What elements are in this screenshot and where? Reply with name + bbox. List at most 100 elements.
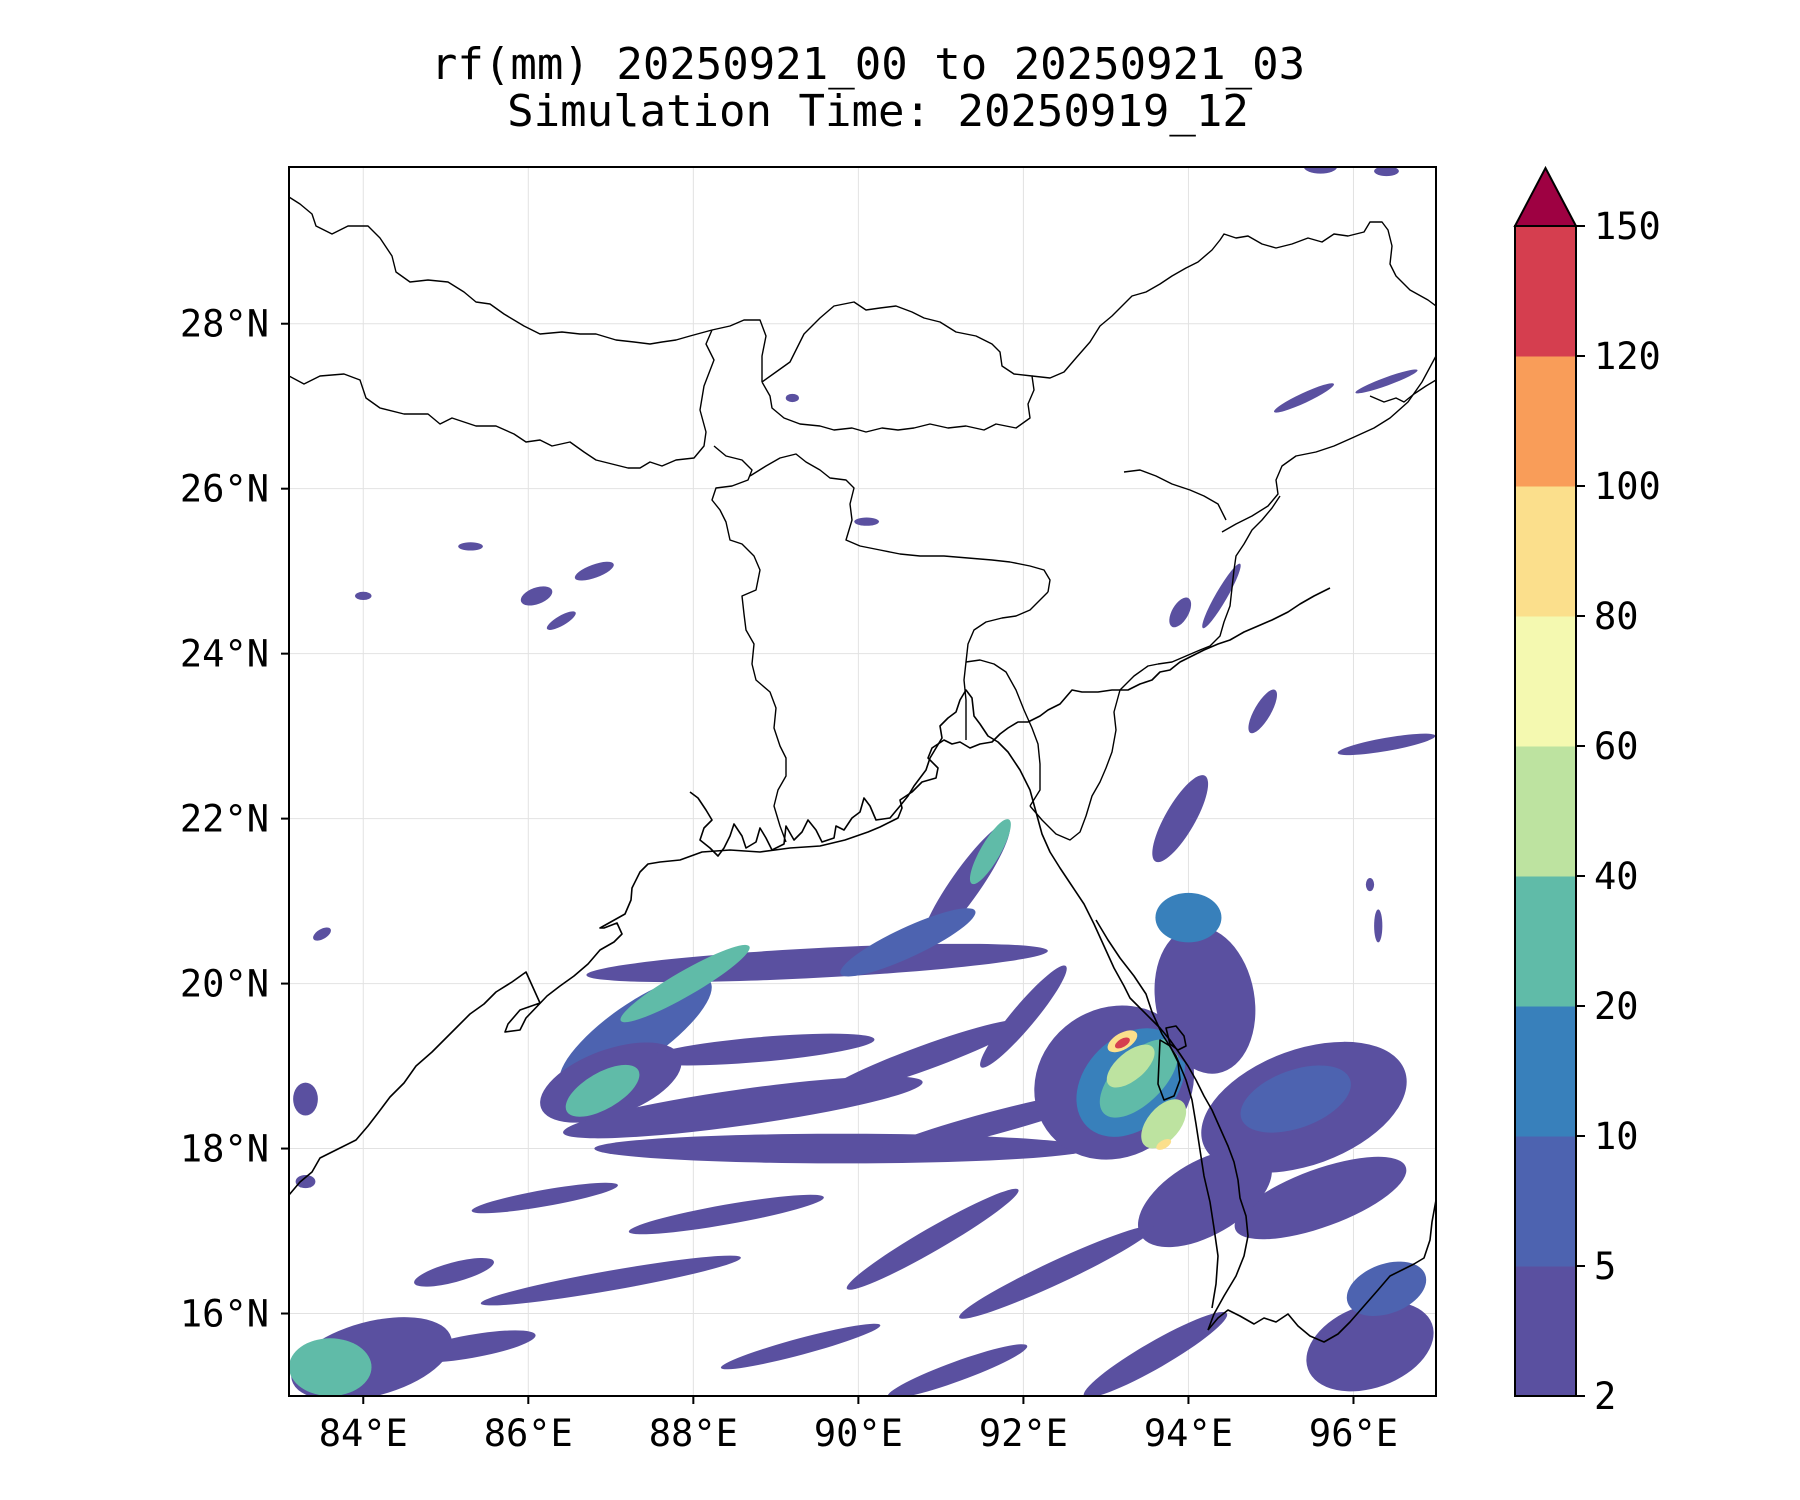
rain-cell-4 (620, 944, 750, 1023)
colorbar-frame (1514, 225, 1577, 1397)
rain-cell-29 (1248, 689, 1278, 734)
manipur-border (1157, 495, 1281, 665)
lon-tick-label: 84°E (319, 1412, 408, 1455)
colorbar-segment-3 (1515, 876, 1576, 1007)
rain-cell-55 (355, 591, 372, 601)
rain-cell-34 (1355, 369, 1418, 394)
colorbar-tick-label: 10 (1594, 1115, 1639, 1158)
lat-tick-label: 24°N (180, 633, 269, 676)
colorbar-tick-label: 120 (1594, 335, 1661, 378)
colorbar-segment-6 (1515, 486, 1576, 617)
mizoram-border (1029, 663, 1159, 841)
rain-cell-57 (295, 1174, 316, 1189)
rain-cell-17 (1106, 1044, 1155, 1088)
rain-cell-10 (840, 908, 976, 977)
rain-cell-40 (414, 1257, 494, 1287)
rain-cell-35 (1303, 167, 1337, 174)
sikkim-border (711, 319, 767, 382)
latitude-ticks: 16°N 18°N 20°N 22°N 24°N 26°N 28°N (180, 303, 289, 1336)
rain-cell-49 (720, 1323, 881, 1370)
rain-cell-42 (471, 1182, 618, 1214)
rain-cell-36 (1374, 167, 1399, 177)
boundaries (289, 196, 1436, 1343)
rain-cell-26 (1234, 1156, 1407, 1240)
map-subtitle: Simulation Time: 20250919_12 (507, 86, 1249, 137)
lon-tick-label: 90°E (814, 1412, 903, 1455)
colorbar-tick-label: 60 (1594, 725, 1639, 768)
lon-tick-label: 94°E (1144, 1412, 1233, 1455)
rain-cell-41 (480, 1255, 741, 1306)
rain-cell-18 (1141, 1099, 1187, 1149)
lat-tick-label: 20°N (180, 963, 269, 1006)
myanmar-china-border (1369, 379, 1436, 403)
india-east-coastline (289, 587, 1331, 1196)
lon-tick-label: 88°E (649, 1412, 738, 1455)
lat-tick-label: 18°N (180, 1128, 269, 1171)
bengal-delta-coastline (689, 689, 1249, 1331)
rain-cell-46 (1083, 1311, 1228, 1396)
lon-tick-label: 96°E (1309, 1412, 1398, 1455)
rain-cell-44 (846, 1188, 1019, 1290)
rain-cell-39 (405, 1330, 536, 1363)
lat-tick-label: 22°N (180, 798, 269, 841)
rain-cell-3 (565, 1064, 640, 1117)
rain-cell-50 (887, 1344, 1028, 1396)
colorbar-tick-label: 150 (1594, 205, 1661, 248)
cheduba-island (1165, 1025, 1187, 1051)
arunachal-southern-border (1221, 355, 1436, 533)
rain-cell-21 (1156, 1138, 1172, 1150)
bhutan-border (761, 301, 1035, 433)
rain-cell-30 (1337, 733, 1436, 756)
rain-cell-11 (823, 1019, 1026, 1097)
rain-cell-58 (313, 927, 331, 941)
rain-cell-23 (1155, 892, 1222, 943)
rain-cell-32 (1169, 597, 1192, 628)
rain-cell-62 (1365, 878, 1375, 892)
rain-cell-33 (1273, 383, 1334, 413)
rain-cell-59 (854, 517, 880, 526)
colorbar-segment-2 (1515, 1006, 1576, 1137)
rain-cell-53 (546, 611, 576, 630)
colorbar-extend-arrow (1513, 165, 1578, 227)
rain-cell-56 (293, 1082, 318, 1116)
colorbar-tick-label: 5 (1594, 1245, 1616, 1288)
rain-cell-43 (628, 1194, 824, 1235)
colorbar-segment-7 (1515, 356, 1576, 487)
colorbar-tick-label: 20 (1594, 985, 1639, 1028)
lon-tick-label: 86°E (484, 1412, 573, 1455)
colorbar-tick-label: 100 (1594, 465, 1661, 508)
colorbar-tick-label: 40 (1594, 855, 1639, 898)
rain-cell-6 (594, 1133, 1090, 1164)
lon-tick-label: 92°E (979, 1412, 1068, 1455)
colorbar-segment-1 (1515, 1136, 1576, 1267)
rain-cell-25 (1240, 1065, 1351, 1133)
rakhine-coastline (1095, 919, 1219, 1309)
rain-cell-12 (980, 965, 1067, 1068)
rain-cell-61 (1374, 909, 1383, 943)
rain-cell-47 (1306, 1301, 1434, 1392)
colorbar-segment-8 (1515, 226, 1576, 357)
colorbar: 2 5 10 20 40 60 80 100 120 150 (1513, 165, 1661, 1418)
rain-cell-52 (520, 586, 553, 606)
bangladesh-eastern-border (963, 591, 1049, 740)
longitude-ticks: 84°E 86°E 88°E 90°E 92°E 94°E 96°E (319, 1396, 1398, 1455)
rain-cell-7 (644, 1033, 875, 1066)
assam-valley-line (1123, 469, 1227, 521)
colorbar-segment-0 (1515, 1266, 1576, 1397)
rain-cell-9 (969, 819, 1011, 885)
lat-tick-label: 26°N (180, 468, 269, 511)
rain-cell-45 (959, 1225, 1154, 1319)
rain-cell-28 (1152, 775, 1209, 863)
rainfall-field (289, 167, 1436, 1396)
ramree-island (1157, 1039, 1181, 1101)
lat-tick-label: 28°N (180, 303, 269, 346)
rain-cell-27 (1138, 1148, 1272, 1248)
rain-cell-54 (458, 542, 483, 551)
rain-cell-38 (289, 1338, 372, 1396)
myanmar-south-coastline (1207, 1199, 1436, 1343)
map-frame (288, 166, 1437, 1397)
colorbar-tick-label: 2 (1594, 1375, 1616, 1418)
bangladesh-western-border (711, 445, 787, 843)
tripura-border (965, 659, 1041, 807)
